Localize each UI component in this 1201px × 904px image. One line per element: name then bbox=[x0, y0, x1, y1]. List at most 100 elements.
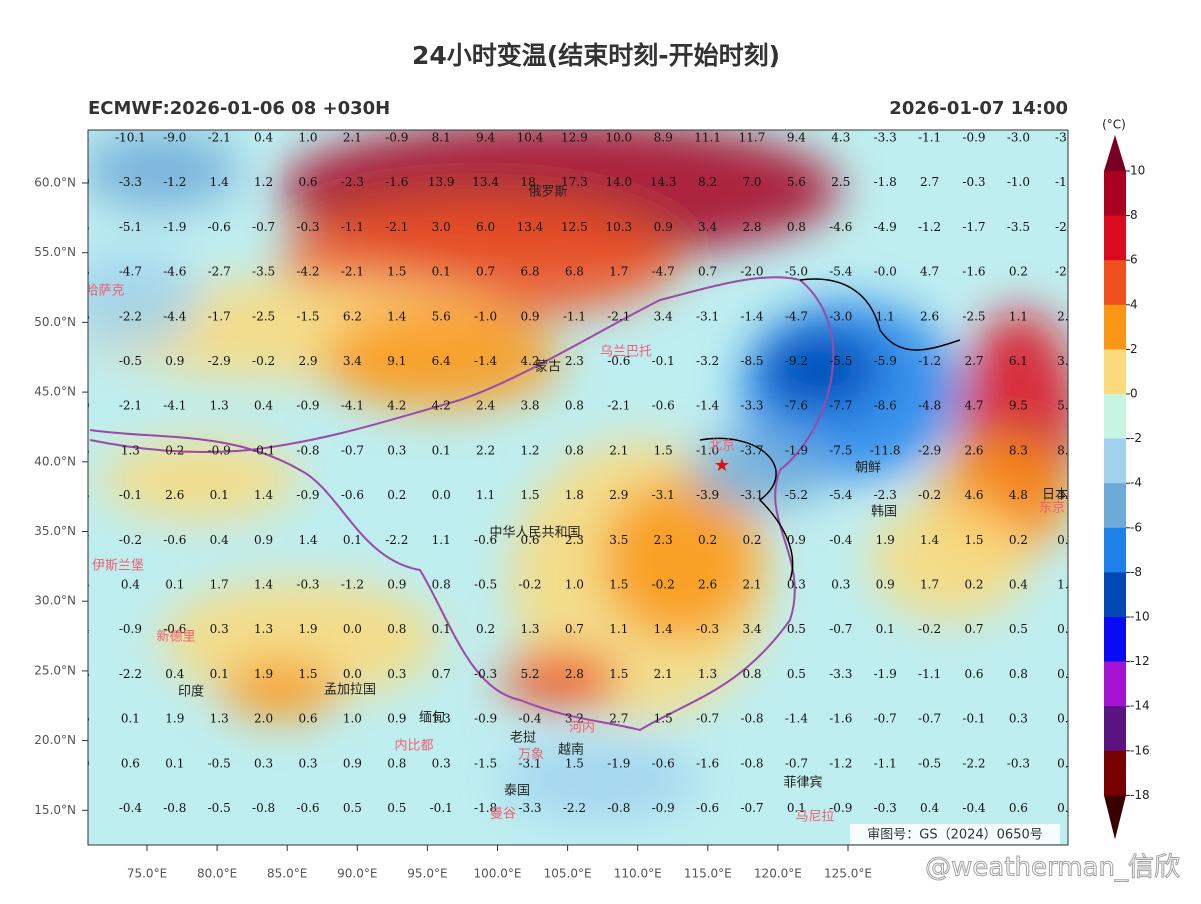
grid-value: 2.3 bbox=[654, 533, 673, 547]
grid-value: 0.3 bbox=[432, 756, 451, 770]
grid-value: 0.8 bbox=[787, 220, 806, 234]
grid-value: 0.3 bbox=[1009, 712, 1028, 726]
grid-value: -3. bbox=[1055, 131, 1071, 145]
grid-value: 0.6 bbox=[298, 712, 317, 726]
grid-value: -3.1 bbox=[652, 488, 675, 502]
grid-value: 0.2 bbox=[165, 443, 184, 457]
grid-value: 0.2 bbox=[742, 533, 761, 547]
grid-value: 1.1 bbox=[609, 622, 628, 636]
grid-value: 0.0 bbox=[343, 622, 362, 636]
grid-value: -8.5 bbox=[740, 354, 763, 368]
grid-value: -2.1 bbox=[119, 399, 142, 413]
grid-value: 1.5 bbox=[387, 265, 406, 279]
grid-value: 0.1 bbox=[432, 265, 451, 279]
grid-value: 5.6 bbox=[787, 175, 806, 189]
grid-value: -4.9 bbox=[874, 220, 897, 234]
grid-value: 1.9 bbox=[254, 667, 273, 681]
colorbar-band bbox=[1104, 304, 1126, 350]
grid-value: -0.2 bbox=[518, 578, 541, 592]
grid-value: 0.1 bbox=[210, 667, 229, 681]
grid-value: -5.2 bbox=[785, 488, 808, 502]
grid-value: -1.1 bbox=[918, 667, 941, 681]
grid-value: -7.7 bbox=[829, 399, 852, 413]
watermark: @weatherman_信欣 bbox=[925, 853, 1180, 883]
place-label: 曼谷 bbox=[490, 807, 516, 822]
grid-value: -1.6 bbox=[829, 712, 852, 726]
place-label: 日本 bbox=[1042, 488, 1068, 503]
grid-value: -1. bbox=[1055, 175, 1071, 189]
grid-value: -0.3 bbox=[1007, 756, 1030, 770]
grid-value: -2.2 bbox=[563, 801, 586, 815]
grid-value: -0.4 bbox=[518, 712, 542, 726]
colorbar-band bbox=[1104, 661, 1126, 707]
grid-value: 17.3 bbox=[561, 175, 588, 189]
grid-value: -0.1 bbox=[252, 443, 275, 457]
grid-value: -1.6 bbox=[962, 265, 985, 279]
grid-value: -1.4 bbox=[474, 354, 498, 368]
grid-value: 10.4 bbox=[517, 131, 544, 145]
grid-value: -0.2 bbox=[652, 578, 675, 592]
place-label: 新德里 bbox=[156, 629, 195, 645]
lat-label: 55.0°N bbox=[34, 245, 76, 259]
grid-value: -1.9 bbox=[874, 667, 897, 681]
grid-value: 0.7 bbox=[432, 667, 451, 681]
grid-value: 0.1 bbox=[121, 712, 140, 726]
grid-value: 2.1 bbox=[742, 578, 761, 592]
value-grid: 2 -10.1 -9.0 -2.1 0.4 1.0 2.1 -0.9 8.1 9.4 10.4 12.… bbox=[82, 131, 1071, 816]
grid-value: 3.4 bbox=[742, 622, 761, 636]
place-label: 中华人民共和国 bbox=[489, 526, 580, 541]
grid-value: -1.7 bbox=[208, 309, 231, 323]
grid-value: 4.2 bbox=[432, 399, 451, 413]
grid-value: 0.6 bbox=[298, 175, 317, 189]
colorbar-tick-label: -18 bbox=[1130, 788, 1150, 802]
approval-number: 审图号：GS（2024）0650号 bbox=[867, 828, 1043, 843]
field-patch bbox=[160, 580, 440, 700]
grid-value: 0.1 bbox=[432, 443, 451, 457]
grid-value: 2.7 bbox=[920, 175, 939, 189]
grid-value: -4.8 bbox=[918, 399, 941, 413]
grid-value: -0.8 bbox=[296, 443, 319, 457]
grid-value: 0.1 bbox=[165, 756, 184, 770]
lon-label: 80.0°E bbox=[197, 867, 237, 881]
grid-value: 1.4 bbox=[920, 533, 939, 547]
grid-value: 2. bbox=[1057, 309, 1068, 323]
grid-value: -4.7 bbox=[785, 309, 808, 323]
grid-value: -0.7 bbox=[341, 443, 364, 457]
grid-value: -3.9 bbox=[696, 488, 719, 502]
colorbar-band bbox=[1104, 617, 1126, 663]
grid-value: -1.2 bbox=[341, 578, 364, 592]
grid-value: 3.5 bbox=[609, 533, 628, 547]
place-label: 菲律宾 bbox=[783, 775, 822, 791]
grid-value: 1.3 bbox=[698, 667, 717, 681]
grid-value: -2.1 bbox=[607, 399, 630, 413]
grid-value: -2.2 bbox=[119, 667, 142, 681]
grid-value: 1 bbox=[82, 354, 90, 368]
grid-value: -3.3 bbox=[874, 131, 897, 145]
grid-value: 6.4 bbox=[432, 354, 451, 368]
lon-label: 100.0°E bbox=[474, 867, 522, 881]
grid-value: 5 bbox=[82, 578, 90, 592]
grid-value: 0.5 bbox=[787, 622, 806, 636]
grid-value: 1.3 bbox=[210, 712, 229, 726]
grid-value: 2.3 bbox=[565, 533, 584, 547]
colorbar-band bbox=[1104, 215, 1126, 261]
map: 2 -10.1 -9.0 -2.1 0.4 1.0 2.1 -0.9 8.1 9.4 10.4 12.… bbox=[82, 130, 1071, 845]
map-frame bbox=[87, 129, 1069, 846]
grid-value: 2.0 bbox=[254, 712, 273, 726]
place-label: 东京 bbox=[1039, 501, 1065, 516]
grid-value: 0.2 bbox=[1009, 533, 1028, 547]
grid-value: 1. bbox=[1057, 578, 1068, 592]
colorbar-tick-label: -10 bbox=[1130, 610, 1150, 624]
lat-label: 40.0°N bbox=[34, 454, 76, 468]
grid-value: -1.2 bbox=[829, 756, 852, 770]
grid-value: 0.3 bbox=[210, 622, 229, 636]
title: 24小时变温(结束时刻-开始时刻) bbox=[412, 41, 780, 70]
grid-value: 4.2 bbox=[387, 399, 406, 413]
grid-value: 0.4 bbox=[254, 399, 273, 413]
place-label: 河内 bbox=[569, 720, 595, 736]
grid-value: -0.6 bbox=[652, 756, 675, 770]
grid-value: -0.3 bbox=[874, 801, 897, 815]
grid-value: -0.3 bbox=[962, 175, 985, 189]
grid-value: 3 bbox=[82, 443, 90, 457]
